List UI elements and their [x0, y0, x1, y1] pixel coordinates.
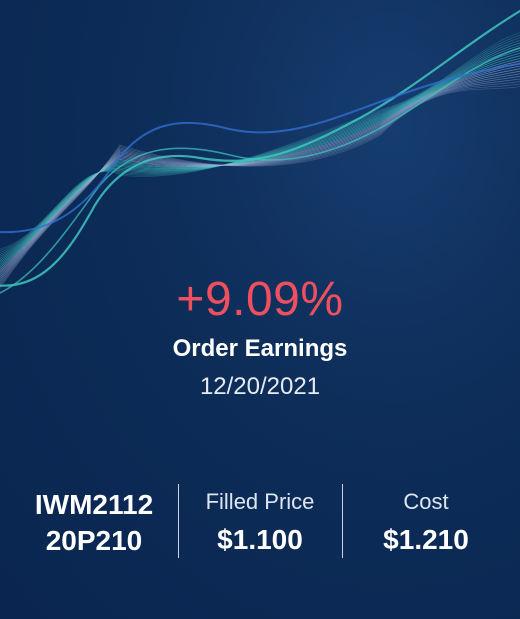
wave-ribbon-line: [0, 39, 520, 255]
cost-value: $1.210: [383, 524, 469, 555]
stats-divider: [178, 484, 179, 558]
wave-teal-line-2: [0, 47, 520, 294]
earnings-label: Order Earnings: [172, 335, 348, 362]
filled-price-stat: Filled Price $1.100: [178, 482, 342, 562]
stats-divider: [342, 484, 343, 558]
wave-ribbon-line: [0, 81, 520, 286]
cost-stat: Cost $1.210: [342, 482, 510, 562]
wave-ribbon-line: [0, 42, 520, 257]
wave-ribbon-line: [0, 65, 520, 274]
wave-ribbon-line: [0, 37, 520, 254]
wave-ribbon-line: [0, 83, 520, 288]
wave-ribbon-line: [0, 78, 520, 284]
earnings-date: 12/20/2021: [199, 373, 321, 400]
earnings-percent: +9.09%: [176, 273, 344, 326]
wave-ribbon-line: [0, 63, 520, 273]
wave-ribbon-line: [0, 68, 520, 276]
option-symbol-line-1: IWM2112: [34, 489, 154, 520]
wave-ribbon-line: [0, 75, 520, 282]
wave-ribbon-line: [0, 70, 520, 278]
wave-blue-line: [0, 62, 520, 234]
order-stats-row: IWM2112 20P210 Filled Price $1.100 Cost …: [0, 482, 520, 562]
cost-label: Cost: [403, 489, 449, 514]
filled-price-label: Filled Price: [205, 489, 315, 514]
filled-price-value: $1.100: [217, 524, 303, 555]
option-symbol: IWM2112 20P210: [10, 482, 178, 562]
wave-teal-line: [0, 9, 520, 287]
earnings-summary: +9.09% Order Earnings 12/20/2021: [0, 272, 520, 402]
option-symbol-line-2: 20P210: [45, 525, 143, 556]
wave-ribbon-line: [0, 73, 520, 280]
wave-ribbon-line: [0, 32, 520, 250]
